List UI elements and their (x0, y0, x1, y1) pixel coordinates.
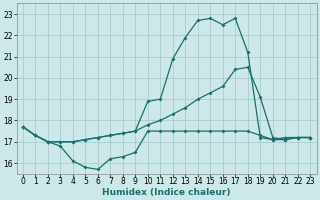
X-axis label: Humidex (Indice chaleur): Humidex (Indice chaleur) (102, 188, 231, 197)
